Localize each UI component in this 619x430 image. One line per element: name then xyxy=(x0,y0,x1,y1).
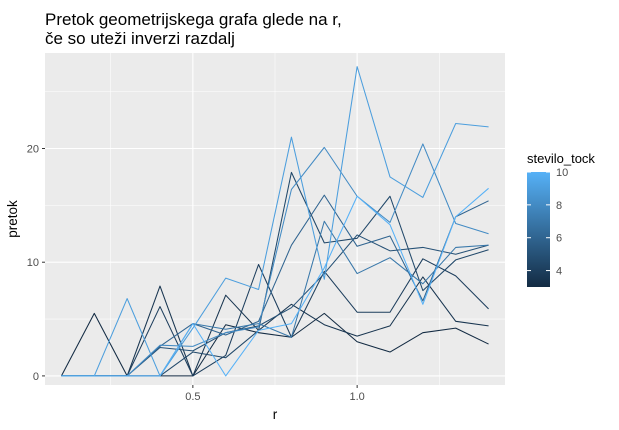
legend-tick-label: 10 xyxy=(556,167,568,179)
legend-title: stevilo_tock xyxy=(527,151,595,166)
series-line-10 xyxy=(61,187,489,377)
series-line-8 xyxy=(61,143,489,377)
chart-title-line-1: Pretok geometrijskega grafa glede na r, xyxy=(45,10,342,29)
y-axis-title: pretok xyxy=(5,200,20,238)
x-axis-title: r xyxy=(273,407,278,422)
legend: stevilo_tock 4 6 8 10 xyxy=(527,151,595,287)
y-tick-label: 10 xyxy=(27,257,39,269)
series-line-9 xyxy=(61,66,489,377)
x-tick-label: 1.0 xyxy=(349,391,364,403)
y-tick-label: 20 xyxy=(27,144,39,156)
legend-tick-label: 8 xyxy=(556,200,562,212)
chart-title-line-2: če so uteži inverzi razdalj xyxy=(45,29,235,48)
legend-tick-label: 6 xyxy=(556,233,562,245)
series-lines xyxy=(60,66,489,377)
x-tick-label: 0.5 xyxy=(185,391,200,403)
legend-ticks: 4 6 8 10 xyxy=(527,167,568,278)
series-line-3 xyxy=(61,258,489,377)
y-tick-label: 0 xyxy=(33,371,39,383)
legend-colorbar xyxy=(527,172,550,287)
axes: 0.5 1.0 0 10 20 xyxy=(27,144,365,403)
legend-tick-label: 4 xyxy=(556,266,562,278)
